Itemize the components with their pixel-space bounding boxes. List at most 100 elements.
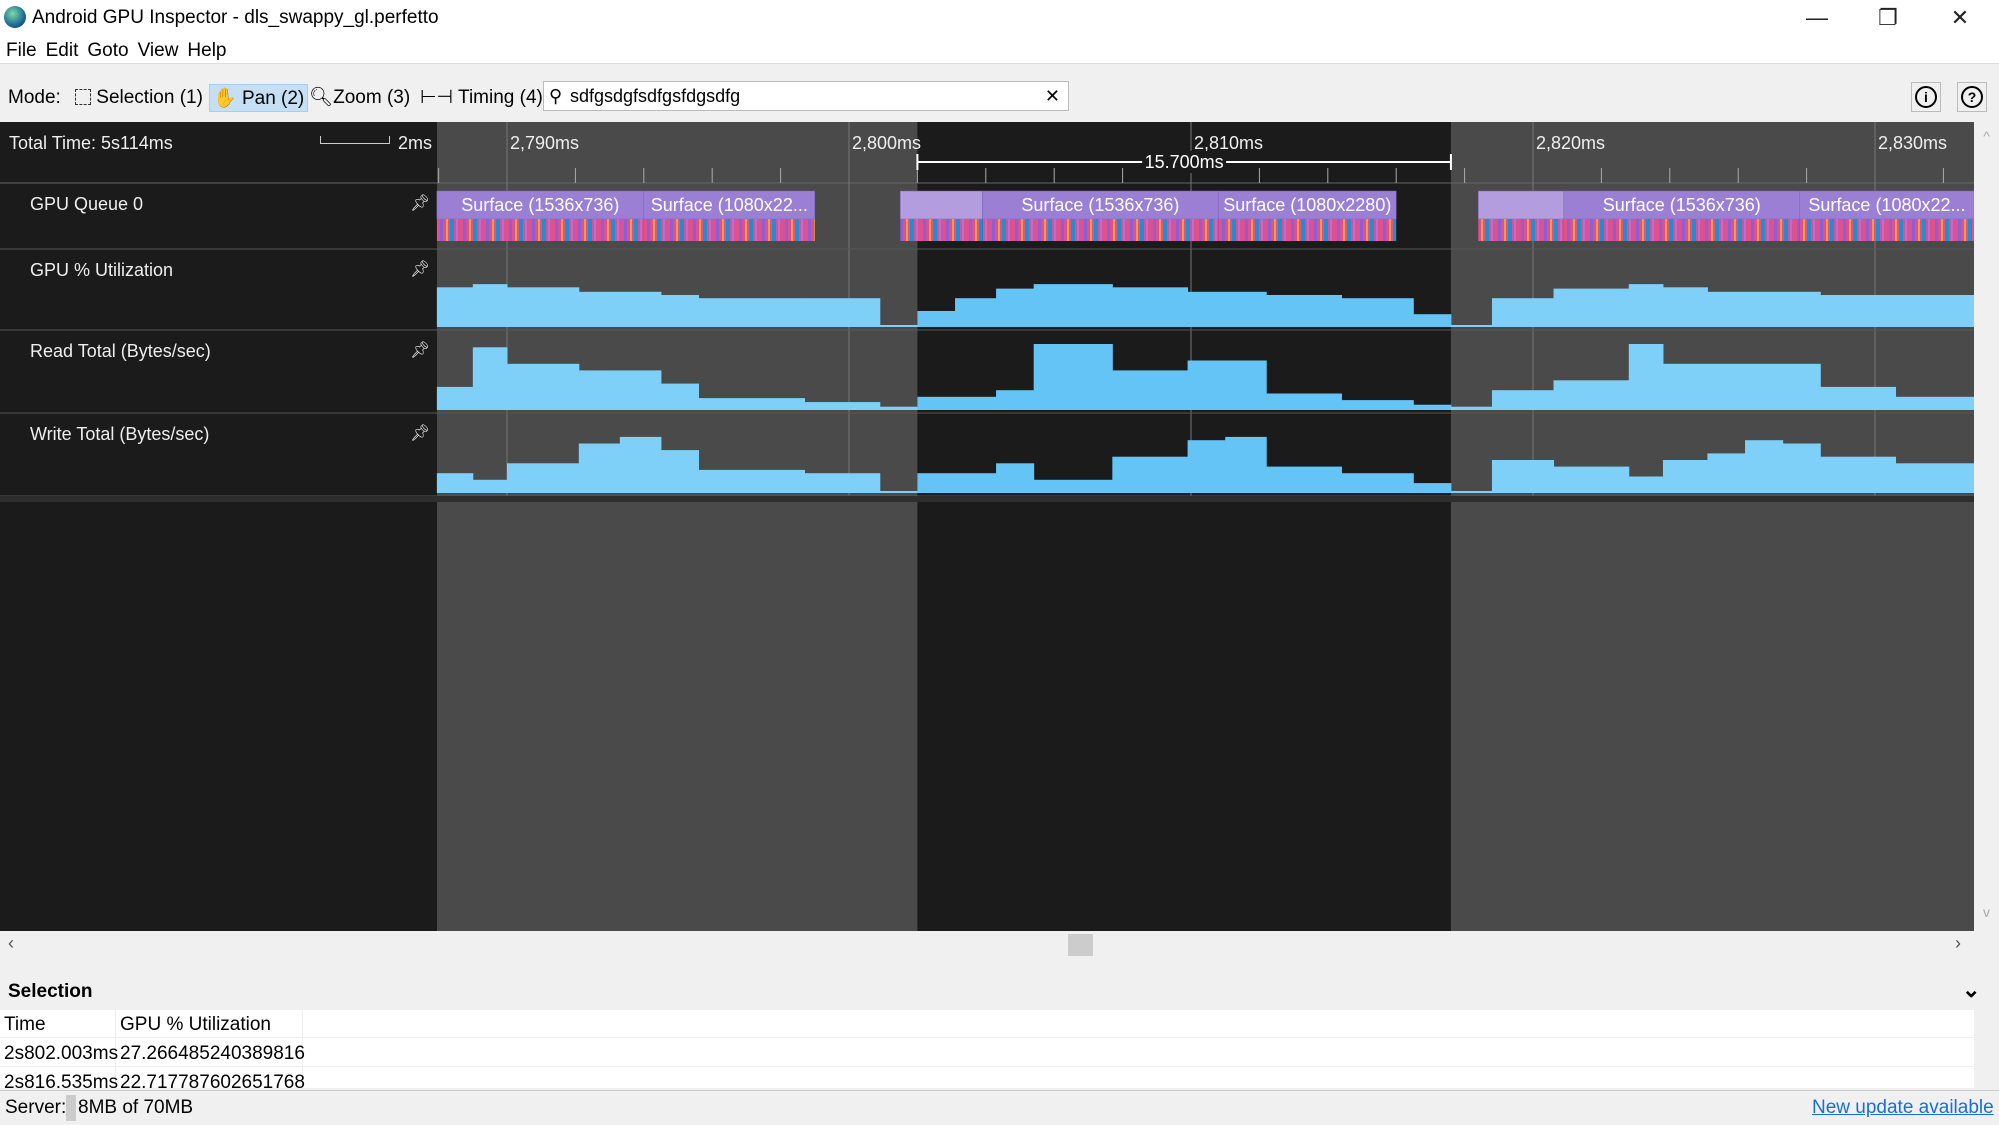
area-step	[1628, 476, 1664, 493]
table-row[interactable]: 2s816.535ms 22.717787602651768	[0, 1068, 1974, 1088]
slice-label: Surface (1536x736)	[1021, 195, 1179, 215]
close-button[interactable]: ✕	[1950, 5, 1970, 30]
pin-icon[interactable]: 📌︎	[410, 342, 431, 359]
surface-slice	[1563, 190, 1801, 220]
tracks-bottom-divider	[0, 496, 1974, 502]
area-step	[1553, 380, 1630, 410]
track-label: Read Total (Bytes/sec)	[30, 341, 211, 361]
area-step	[1450, 491, 1493, 493]
mode-selection-label: Selection (1)	[96, 87, 203, 108]
area-step	[507, 287, 580, 327]
info-button[interactable]: i	[1911, 82, 1941, 112]
area-step	[1782, 443, 1821, 493]
mode-label: Mode:	[8, 87, 61, 108]
mode-zoom-button[interactable]: 🔍︎Zoom (3)	[306, 84, 413, 112]
area-step	[1413, 404, 1452, 410]
scale-label: 2ms	[398, 133, 433, 153]
title-bar: Android GPU Inspector - dls_swappy_gl.pe…	[0, 0, 1999, 36]
area-step	[1413, 314, 1452, 327]
vertical-scrollbar[interactable]: ^ v	[1974, 122, 1999, 931]
timeline-canvas[interactable]: 2,790ms 2,800ms 2,810ms 2,820ms 2,830ms Surfa…	[0, 122, 1974, 931]
mode-timing-button[interactable]: ⊢⊣ Timing (4)	[417, 84, 546, 112]
area-step	[1112, 287, 1189, 327]
pin-icon[interactable]: 📌︎	[410, 425, 431, 442]
server-label: Server:	[5, 1097, 67, 1118]
tick-label: 2,810ms	[1194, 133, 1263, 153]
area-step	[1662, 287, 1708, 327]
area-step	[1112, 456, 1189, 493]
selection-icon	[75, 89, 91, 105]
menu-help[interactable]: Help	[187, 40, 227, 61]
area-step	[1662, 460, 1708, 493]
area-step	[1628, 284, 1664, 327]
area-step	[1707, 453, 1746, 493]
subslice-strip	[982, 219, 1219, 241]
surface-slice	[643, 190, 816, 220]
area-step	[1491, 390, 1555, 410]
mode-pan-label: Pan (2)	[241, 88, 305, 109]
area-step	[1341, 298, 1414, 327]
help-button[interactable]: ?	[1957, 82, 1987, 112]
area-step	[578, 291, 662, 327]
area-step	[698, 398, 806, 410]
menu-goto[interactable]: Goto	[87, 40, 129, 61]
help-icon: ?	[1961, 86, 1983, 108]
area-step	[660, 450, 700, 493]
column-header-gpu-utilization[interactable]: GPU % Utilization	[120, 1014, 271, 1035]
area-step	[879, 491, 918, 493]
area-step	[578, 443, 621, 493]
tick-label: 2,800ms	[852, 133, 921, 153]
scroll-left-icon[interactable]: ‹	[8, 933, 14, 953]
area-step	[917, 311, 956, 327]
area-step	[1341, 400, 1414, 410]
area-step	[1662, 363, 1708, 410]
area-step	[1491, 460, 1555, 493]
selection-panel-header[interactable]: Selection ⌄	[0, 971, 1999, 1009]
cell-time: 2s816.535ms	[4, 1072, 119, 1088]
zoom-icon: 🔍︎	[309, 87, 334, 108]
pin-icon[interactable]: 📌︎	[410, 195, 431, 212]
mode-selection-button[interactable]: Selection (1)	[72, 84, 206, 112]
area-step	[804, 473, 881, 493]
area-step	[1187, 440, 1226, 493]
area-step	[436, 473, 474, 493]
selection-duration: 15.700ms	[1145, 152, 1224, 172]
area-step	[1266, 393, 1342, 410]
column-header-time[interactable]: Time	[4, 1014, 46, 1035]
area-step	[472, 284, 508, 327]
area-step	[955, 298, 997, 327]
area-step	[1745, 440, 1784, 493]
area-step	[1112, 370, 1189, 410]
table-row[interactable]: 2s802.003ms 27.266485240389816	[0, 1039, 1974, 1067]
hand-icon: ✋	[213, 88, 237, 109]
timing-icon: ⊢⊣	[420, 87, 454, 108]
area-step	[1707, 363, 1821, 410]
total-time: Total Time: 5s114ms	[9, 133, 173, 153]
maximize-button[interactable]: ❐	[1878, 5, 1898, 30]
toolbar: Mode: Selection (1) ✋ Pan (2) 🔍︎Zoom (3)…	[0, 66, 1999, 122]
subslice-strip	[643, 219, 815, 241]
area-step	[578, 370, 662, 410]
menu-file[interactable]: File	[6, 40, 37, 61]
area-step	[660, 383, 700, 410]
area-step	[1895, 295, 1974, 327]
pin-icon[interactable]: 📌︎	[410, 261, 431, 278]
area-step	[879, 325, 918, 327]
menu-view[interactable]: View	[137, 40, 179, 61]
minimize-button[interactable]: —	[1806, 5, 1828, 30]
mode-pan-button[interactable]: ✋ Pan (2)	[209, 84, 309, 112]
scroll-right-icon[interactable]: ›	[1955, 933, 1961, 953]
menu-edit[interactable]: Edit	[45, 40, 79, 61]
mode-timing-label: Timing (4)	[458, 87, 543, 108]
search-input[interactable]: ⚲ sdfgsdgfsdfgsfdgsdfg ✕	[543, 81, 1069, 111]
chevron-down-icon[interactable]: ⌄	[1962, 977, 1981, 1002]
scroll-thumb[interactable]	[1068, 934, 1093, 956]
search-value: sdfgsdgfsdfgsfdgsdfg	[570, 86, 741, 106]
subslice-strip	[436, 219, 644, 241]
update-link[interactable]: New update available	[1812, 1097, 1994, 1118]
slice-label: Surface (1536x736)	[461, 195, 619, 215]
area-step	[879, 406, 918, 410]
horizontal-scrollbar[interactable]: ‹ ›	[0, 931, 1999, 959]
clear-search-icon[interactable]: ✕	[1044, 86, 1060, 106]
timeline-view[interactable]: 2,790ms 2,800ms 2,810ms 2,820ms 2,830ms Surfa…	[0, 122, 1974, 931]
